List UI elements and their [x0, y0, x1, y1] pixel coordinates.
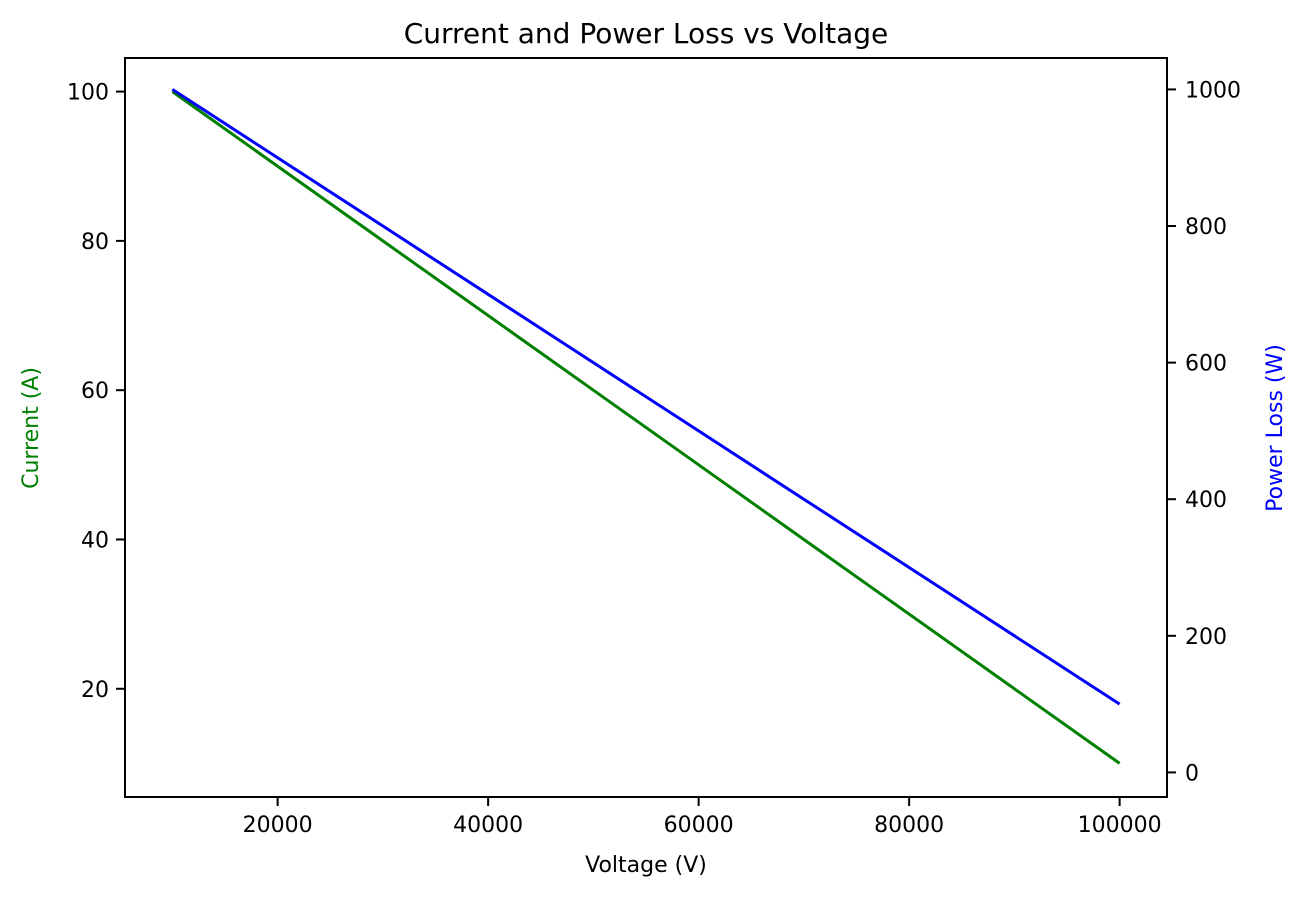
- y-left-axis-label: Current (A): [19, 367, 44, 489]
- y-right-tick-label: 0: [1185, 761, 1199, 786]
- y-right-axis-ticks: 0 200 400 600 800 1000: [1167, 78, 1241, 786]
- y-right-tick-label: 200: [1185, 625, 1227, 650]
- y-left-tick-label: 100: [67, 81, 109, 106]
- y-left-tick-label: 20: [81, 678, 109, 703]
- x-tick-label: 20000: [243, 813, 313, 838]
- plot-frame: [124, 57, 1168, 798]
- x-tick-label: 80000: [874, 813, 944, 838]
- y-right-tick-label: 600: [1185, 352, 1227, 377]
- y-right-axis-label: Power Loss (W): [1263, 344, 1288, 512]
- y-left-axis-ticks: 20 40 60 80 100: [67, 81, 125, 703]
- x-axis-ticks: 20000 40000 60000 80000 100000: [243, 797, 1162, 838]
- x-axis-label: Voltage (V): [585, 853, 707, 878]
- x-tick-label: 100000: [1078, 813, 1162, 838]
- series-layer: [171, 88, 1121, 765]
- y-right-tick-label: 400: [1185, 488, 1227, 513]
- y-right-tick-label: 1000: [1185, 78, 1241, 103]
- y-right-tick-label: 800: [1185, 215, 1227, 240]
- chart-title: Current and Power Loss vs Voltage: [404, 17, 889, 50]
- y-left-tick-label: 40: [81, 528, 109, 553]
- x-tick-label: 40000: [453, 813, 523, 838]
- x-tick-label: 60000: [664, 813, 734, 838]
- series-line-right-axis: [171, 88, 1121, 706]
- series-line-left-axis: [171, 90, 1121, 765]
- y-left-tick-label: 60: [81, 379, 109, 404]
- y-left-tick-label: 80: [81, 230, 109, 255]
